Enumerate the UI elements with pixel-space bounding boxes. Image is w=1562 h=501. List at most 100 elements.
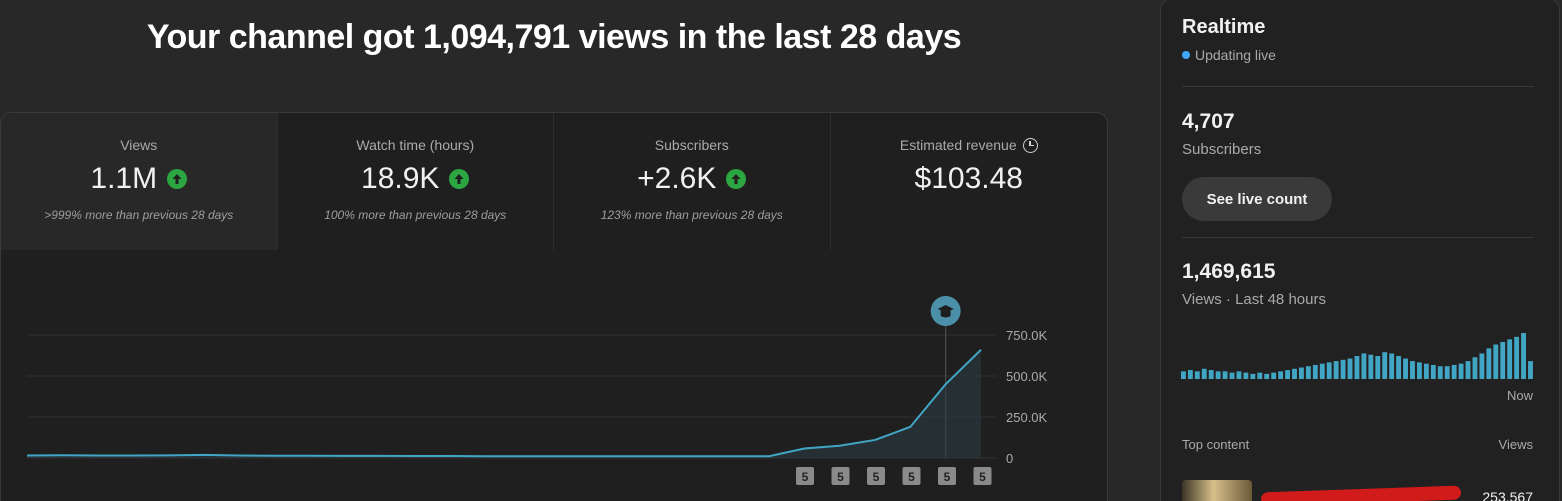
views-chart[interactable]: 750.0K 500.0K 250.0K 0 5 5 5 5 5 5 — [1, 250, 1107, 501]
realtime-bar[interactable] — [1326, 362, 1332, 379]
realtime-bar[interactable] — [1437, 366, 1443, 379]
realtime-bar[interactable] — [1458, 363, 1464, 379]
realtime-bar[interactable] — [1354, 356, 1360, 379]
realtime-bar[interactable] — [1389, 353, 1395, 379]
realtime-bar[interactable] — [1417, 362, 1422, 379]
realtime-bar[interactable] — [1187, 370, 1193, 379]
realtime-bar[interactable] — [1410, 361, 1415, 379]
realtime-bar[interactable] — [1181, 371, 1186, 379]
see-live-count-button[interactable]: See live count — [1182, 177, 1332, 221]
metric-label: Views — [1, 137, 277, 153]
realtime-bar[interactable] — [1507, 339, 1513, 379]
realtime-bar[interactable] — [1396, 356, 1402, 379]
metric-tab-watch-time[interactable]: Watch time (hours) 18.9K 100% more than … — [278, 113, 554, 250]
subscribers-count: 4,707 — [1182, 110, 1235, 133]
subscribers-label: Subscribers — [1182, 141, 1262, 158]
realtime-bar[interactable] — [1465, 361, 1471, 379]
realtime-bar[interactable] — [1208, 370, 1214, 379]
redaction-mark — [1260, 485, 1462, 501]
realtime-bar[interactable] — [1243, 372, 1249, 379]
video-marker[interactable]: 5 — [938, 467, 956, 485]
metric-tabs: Views 1.1M >999% more than previous 28 d… — [1, 113, 1107, 250]
top-content-views-label: Views — [1498, 437, 1533, 452]
views-period-label: Views · Last 48 hours — [1182, 291, 1326, 308]
realtime-bar[interactable] — [1521, 333, 1526, 379]
realtime-bar[interactable] — [1194, 371, 1200, 379]
metric-tab-views[interactable]: Views 1.1M >999% more than previous 28 d… — [1, 113, 278, 250]
realtime-bar[interactable] — [1222, 371, 1228, 379]
svg-text:5: 5 — [944, 470, 951, 484]
metric-tab-estimated-revenue[interactable]: Estimated revenue $103.48 — [831, 113, 1108, 250]
realtime-bar[interactable] — [1229, 372, 1235, 379]
realtime-title: Realtime — [1182, 16, 1266, 38]
realtime-bar[interactable] — [1472, 357, 1478, 379]
metric-label-text: Views — [120, 137, 158, 153]
video-marker[interactable]: 5 — [902, 467, 921, 485]
realtime-bar[interactable] — [1333, 361, 1339, 379]
realtime-bar[interactable] — [1257, 372, 1263, 379]
realtime-bar[interactable] — [1340, 359, 1346, 379]
realtime-bar[interactable] — [1444, 366, 1450, 379]
realtime-bar[interactable] — [1250, 373, 1256, 379]
realtime-bar[interactable] — [1271, 372, 1277, 379]
realtime-bar[interactable] — [1486, 348, 1492, 379]
realtime-bar[interactable] — [1236, 371, 1242, 379]
realtime-bar[interactable] — [1423, 363, 1429, 379]
realtime-bar[interactable] — [1312, 364, 1318, 379]
divider — [1182, 237, 1534, 238]
video-thumbnail[interactable] — [1182, 480, 1252, 501]
metric-value: 1.1M — [90, 162, 158, 195]
metric-value-row: 1.1M — [1, 162, 277, 196]
realtime-bar[interactable] — [1430, 364, 1436, 379]
realtime-bar[interactable] — [1403, 358, 1408, 379]
realtime-bar[interactable] — [1514, 336, 1520, 379]
svg-text:5: 5 — [873, 470, 880, 484]
metric-label: Watch time (hours) — [278, 137, 554, 153]
realtime-bar[interactable] — [1493, 344, 1499, 380]
realtime-bar[interactable] — [1292, 368, 1297, 379]
metric-value-row: 18.9K — [278, 162, 554, 196]
video-marker[interactable]: 5 — [796, 467, 814, 485]
metric-value: +2.6K — [637, 162, 717, 195]
realtime-bar[interactable] — [1215, 371, 1221, 379]
realtime-bar[interactable] — [1347, 358, 1353, 379]
arrow-up-icon — [167, 169, 188, 189]
video-marker[interactable]: 5 — [973, 467, 992, 485]
metric-compare: 100% more than previous 28 days — [324, 208, 507, 222]
live-status-text: Updating live — [1195, 47, 1276, 63]
realtime-bar[interactable] — [1299, 367, 1304, 380]
top-content-label: Top content — [1182, 437, 1250, 452]
svg-text:5: 5 — [979, 470, 986, 484]
realtime-bar[interactable] — [1451, 364, 1457, 379]
realtime-bar[interactable] — [1278, 371, 1284, 379]
realtime-bar[interactable] — [1528, 361, 1533, 379]
metric-value: 18.9K — [361, 162, 440, 195]
realtime-bar[interactable] — [1500, 341, 1506, 379]
views-area — [27, 349, 981, 458]
realtime-bar[interactable] — [1375, 356, 1381, 379]
clock-icon[interactable] — [1022, 137, 1038, 153]
metric-compare: 123% more than previous 28 days — [600, 208, 783, 222]
metric-label-text: Watch time (hours) — [356, 137, 475, 153]
svg-text:5: 5 — [802, 470, 809, 484]
y-tick-label: 0 — [1006, 451, 1013, 466]
y-tick-label: 500.0K — [1006, 369, 1048, 384]
realtime-bar[interactable] — [1319, 363, 1325, 379]
video-marker[interactable]: 5 — [831, 467, 850, 485]
realtime-bar[interactable] — [1264, 373, 1270, 379]
realtime-bar[interactable] — [1201, 368, 1207, 379]
realtime-bar[interactable] — [1305, 366, 1311, 379]
metric-tab-subscribers[interactable]: Subscribers +2.6K 123% more than previou… — [554, 113, 831, 250]
realtime-bar[interactable] — [1382, 352, 1388, 379]
video-marker[interactable]: 5 — [867, 467, 885, 485]
y-tick-label: 250.0K — [1006, 410, 1048, 425]
realtime-bar-chart[interactable] — [1181, 329, 1535, 379]
live-dot-icon — [1182, 51, 1190, 59]
graduation-cap-icon[interactable] — [930, 296, 961, 326]
realtime-bar[interactable] — [1285, 370, 1290, 379]
realtime-bar[interactable] — [1361, 353, 1367, 379]
overview-card: Views 1.1M >999% more than previous 28 d… — [0, 112, 1108, 501]
realtime-bar[interactable] — [1479, 353, 1485, 379]
page-headline: Your channel got 1,094,791 views in the … — [146, 18, 962, 56]
realtime-bar[interactable] — [1368, 354, 1374, 379]
